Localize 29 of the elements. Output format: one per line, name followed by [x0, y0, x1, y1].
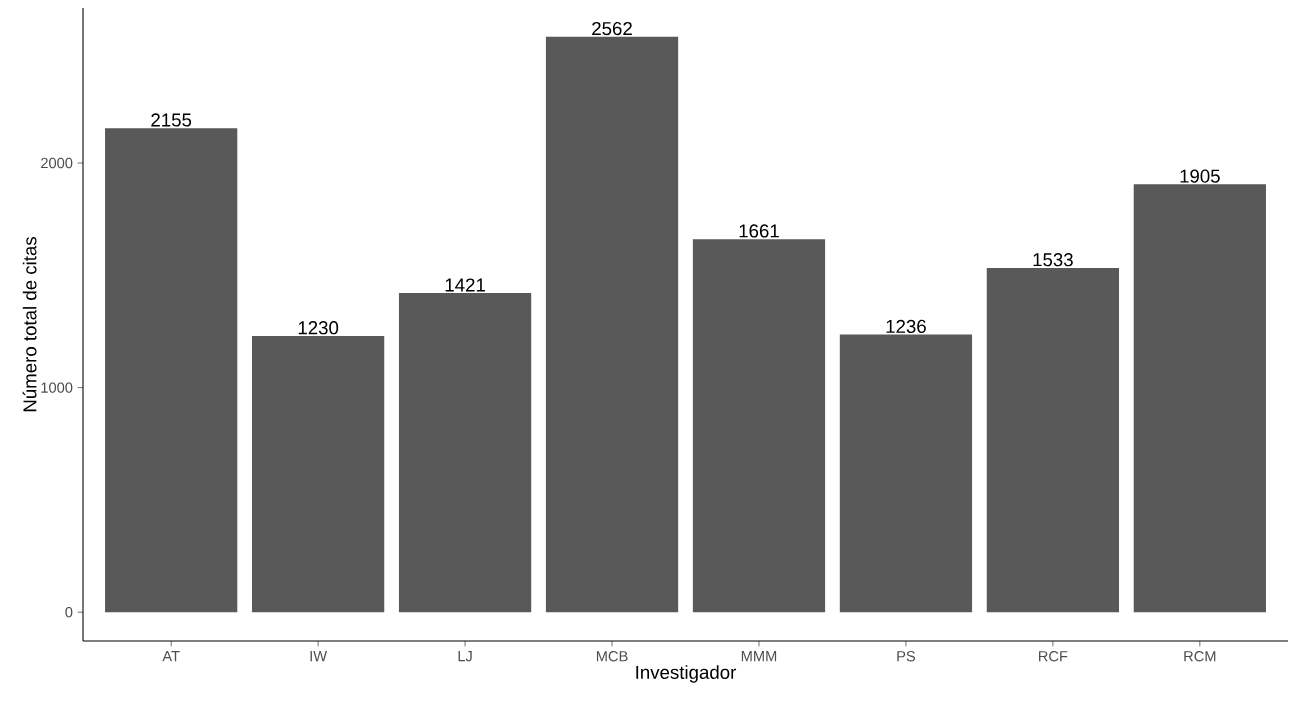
x-tick-label: IW: [310, 651, 328, 662]
x-tick-label: MMM: [741, 651, 777, 662]
x-tick-label: LJ: [458, 651, 472, 662]
bar: [839, 334, 973, 613]
y-tick-label: 1000: [41, 382, 73, 393]
data-label: 1661: [739, 224, 779, 238]
data-label: 1230: [298, 321, 339, 335]
x-tick-label: MCB: [596, 651, 628, 662]
x-axis-title: Investigador: [636, 665, 737, 683]
bar: [1133, 184, 1266, 613]
y-tick-label: 2000: [41, 157, 73, 169]
bar: [105, 128, 238, 613]
data-label: 1533: [1033, 253, 1073, 267]
x-tick-label: RCF: [1039, 651, 1068, 662]
x-tick-label: RCM: [1184, 651, 1216, 662]
data-label: 2155: [151, 113, 192, 127]
bar: [398, 293, 532, 613]
bar: [252, 335, 385, 613]
data-label: 1421: [445, 278, 485, 292]
bar: [545, 36, 679, 613]
bar: [986, 267, 1120, 613]
data-label: 1236: [886, 319, 926, 334]
y-tick-label: 0: [65, 607, 73, 618]
x-tick-label: AT: [162, 651, 180, 662]
data-label: 1905: [1180, 169, 1220, 183]
data-label: 2562: [592, 21, 632, 36]
y-axis-title: Número total de citas: [22, 237, 37, 412]
x-tick-label: PS: [897, 651, 916, 662]
bar: [692, 239, 826, 613]
